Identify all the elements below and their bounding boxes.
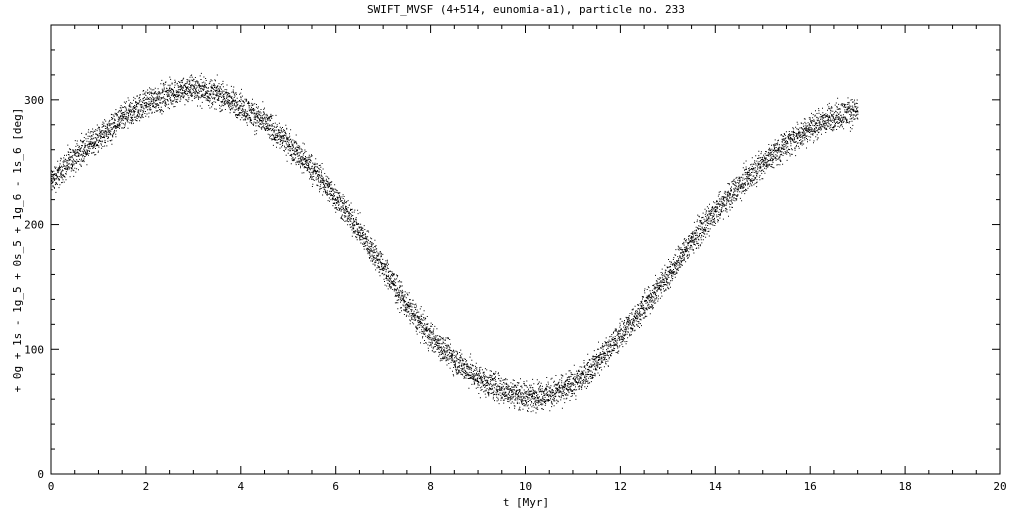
x-tick-label: 12: [614, 480, 627, 493]
x-tick-label: 18: [898, 480, 911, 493]
y-tick-label: 200: [24, 219, 44, 232]
x-tick-label: 20: [993, 480, 1006, 493]
y-tick-label: 300: [24, 94, 44, 107]
x-tick-label: 14: [709, 480, 723, 493]
y-tick-label: 0: [37, 468, 44, 481]
x-tick-label: 6: [332, 480, 339, 493]
x-axis-label: t [Myr]: [503, 496, 549, 509]
x-tick-label: 4: [237, 480, 244, 493]
x-tick-label: 8: [427, 480, 434, 493]
x-tick-labels: 0 2 4 6 8 10 12 14 16 18 20: [48, 480, 1007, 493]
y-tick-label: 100: [24, 343, 44, 356]
scatter-points: [50, 72, 859, 414]
x-tick-label: 0: [48, 480, 55, 493]
axis-ticks: [50, 24, 1001, 475]
data-points: [50, 72, 859, 414]
x-tick-label: 2: [143, 480, 150, 493]
chart-title: SWIFT_MVSF (4+514, eunomia-a1), particle…: [367, 3, 685, 16]
y-tick-labels: 0 100 200 300: [24, 94, 44, 481]
x-tick-label: 10: [519, 480, 532, 493]
y-axis-label: + 0g + 1s - 1g_5 + 0s_5 + 1g_6 - 1s_6 [d…: [11, 108, 24, 393]
x-tick-label: 16: [804, 480, 817, 493]
